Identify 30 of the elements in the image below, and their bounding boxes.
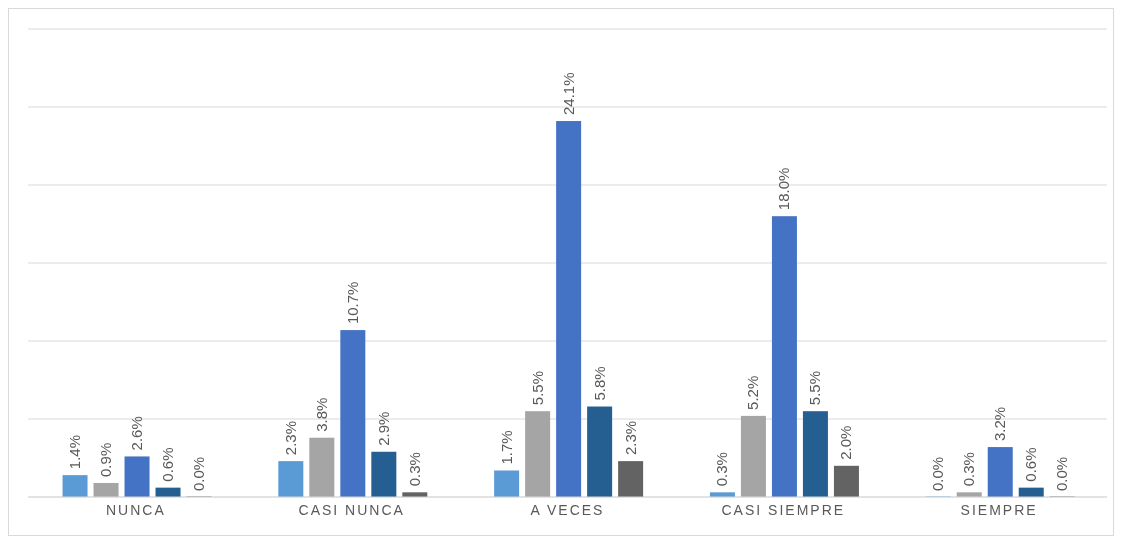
- data-label: 24.1%: [559, 72, 577, 116]
- data-label: 5.5%: [806, 371, 824, 406]
- data-label: 3.2%: [991, 406, 1009, 442]
- data-label: 0.0%: [1053, 456, 1071, 491]
- data-label: 5.5%: [528, 371, 546, 406]
- data-label: 0.0%: [190, 456, 208, 491]
- data-label: 5.8%: [590, 366, 608, 401]
- data-label: 2.6%: [128, 416, 146, 451]
- data-label: 0.3%: [405, 452, 423, 487]
- data-label: 10.7%: [343, 281, 361, 325]
- data-label: 0.3%: [713, 452, 731, 487]
- data-label: 2.9%: [374, 411, 392, 446]
- data-label: 0.6%: [159, 447, 177, 482]
- x-tick-label: SIEMPRE: [960, 501, 1038, 518]
- data-label: 2.3%: [621, 420, 639, 456]
- data-label: 0.3%: [960, 452, 978, 487]
- x-tick-label: A VECES: [530, 501, 605, 518]
- data-label: 0.0%: [929, 456, 947, 491]
- x-tick-label: NUNCA: [106, 501, 166, 518]
- data-label: 2.0%: [837, 425, 855, 460]
- data-label: 1.7%: [497, 430, 515, 465]
- x-tick-label: CASI NUNCA: [298, 501, 405, 518]
- data-label: 0.6%: [1022, 447, 1040, 482]
- data-label: 2.3%: [281, 420, 299, 456]
- data-label: 5.2%: [744, 375, 762, 410]
- data-label: 18.0%: [775, 167, 793, 211]
- data-label: 3.8%: [312, 397, 330, 432]
- data-label: 0.9%: [97, 442, 115, 477]
- x-tick-label: CASI SIEMPRE: [721, 501, 846, 518]
- data-label: 1.4%: [66, 434, 84, 470]
